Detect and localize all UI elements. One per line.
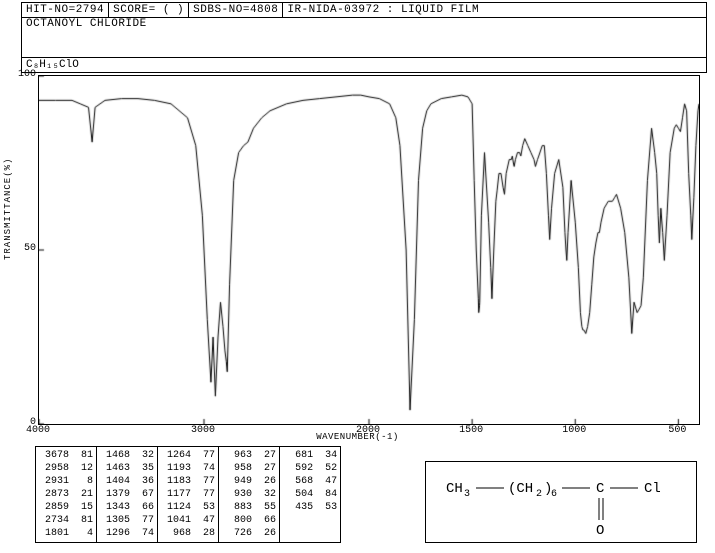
hit-no: HIT-NO=2794	[22, 3, 109, 17]
svg-text:2: 2	[536, 489, 542, 500]
y-axis-title: TRANSMITTANCE(%)	[3, 158, 13, 260]
score: SCORE= ( )	[109, 3, 189, 17]
svg-text:O: O	[596, 523, 604, 539]
x-tick: 3000	[191, 425, 215, 436]
peak-column: 3678 81 2958 12 2931 8 2873 21 2859 15 2…	[36, 447, 97, 542]
svg-text:3: 3	[464, 489, 470, 500]
peak-column: 1264 77 1193 74 1183 77 1177 77 1124 53 …	[158, 447, 219, 542]
svg-text:(CH: (CH	[508, 481, 533, 497]
ir-spectrum-chart	[38, 75, 700, 425]
ch3-text: CH	[446, 481, 463, 497]
x-tick: 2000	[356, 425, 380, 436]
molecular-formula: C₈H₁₅ClO	[21, 57, 707, 73]
y-tick: 100	[18, 69, 36, 80]
peak-column: 681 34 592 52 568 47 504 84 435 53	[280, 447, 340, 542]
peak-column: 1468 32 1463 35 1404 36 1379 67 1343 66 …	[97, 447, 158, 542]
ir-nida: IR-NIDA-03972 : LIQUID FILM	[283, 3, 706, 17]
y-tick: 50	[18, 243, 36, 254]
peak-column: 963 27 958 27 949 26 930 32 883 55 800 6…	[219, 447, 280, 542]
peak-table: 3678 81 2958 12 2931 8 2873 21 2859 15 2…	[35, 446, 341, 543]
x-tick: 1500	[459, 425, 483, 436]
x-tick: 1000	[562, 425, 586, 436]
sdbs-no: SDBS-NO=4808	[189, 3, 283, 17]
compound-name: OCTANOYL CHLORIDE	[21, 17, 707, 58]
svg-text:6: 6	[551, 489, 557, 500]
svg-text:Cl: Cl	[644, 481, 661, 497]
structure-drawing: CH3 (CH2 )6 C Cl O	[425, 461, 697, 543]
svg-text:C: C	[596, 481, 604, 497]
x-tick: 4000	[26, 425, 50, 436]
x-tick: 500	[668, 425, 686, 436]
